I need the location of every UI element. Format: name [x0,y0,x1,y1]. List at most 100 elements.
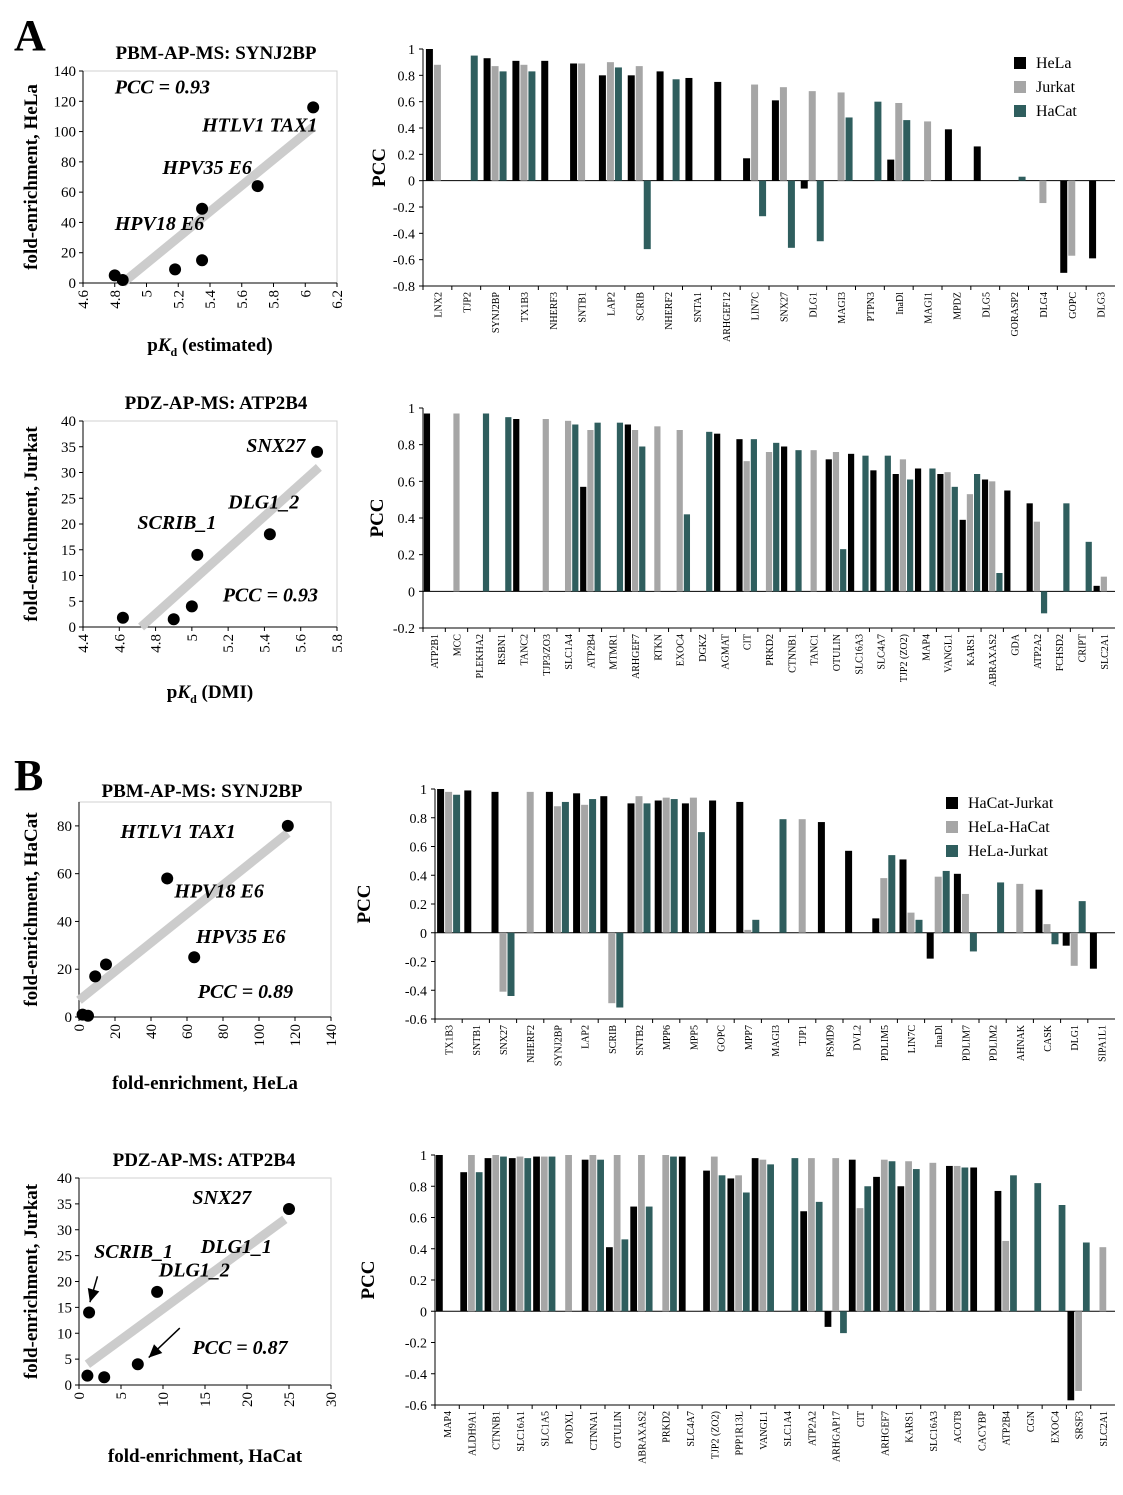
bar-hacat [862,455,869,592]
x-tick-label: 120 [288,1024,304,1047]
bar-hacat-jurkat [800,1211,808,1312]
bar-hacat-jurkat [508,1158,516,1312]
y-tick-label: 30 [61,466,76,482]
data-point [311,445,324,458]
category-label: TANC2 [519,634,530,665]
bar-hacat-jurkat [736,801,744,933]
bar-hela-jurkat [791,1158,799,1312]
bar-hela-hacat [526,791,534,933]
category-label: AGMAT [720,634,731,670]
y-tick-label: 0.4 [398,512,416,527]
category-label: CTNNB1 [492,1411,503,1450]
bar-hacat [1085,541,1092,592]
annotation-arrow-head [87,1288,100,1303]
bar-hacat-jurkat [824,1311,832,1327]
panel-label-b: B [14,751,43,800]
y-tick-label: 30 [57,1223,72,1239]
category-label: TX1B3 [445,1025,456,1055]
category-label: TJP2 (ZO2) [899,634,910,682]
bar-hacat [639,446,646,592]
bar-hela [425,49,433,181]
bar-jurkat [433,64,441,181]
category-label: VANGL1 [944,634,955,673]
legend-label: Jurkat [1036,79,1076,96]
category-label: ARHGEF7 [631,634,642,679]
y-tick-label: 140 [54,64,77,80]
bar-hacat [594,422,601,592]
bar-hela-jurkat [815,1201,823,1312]
y-tick-label: 1 [408,43,415,58]
y-tick-label: 25 [61,491,76,507]
data-point [116,611,129,624]
bar-hacat-jurkat [899,859,907,933]
bar-hacat [470,55,478,181]
x-tick-label: 60 [180,1024,196,1039]
bar-hela [887,159,895,181]
bar-hela-jurkat [840,1311,847,1334]
category-label: SLC4A7 [686,1411,697,1447]
bar-jurkat [765,452,773,592]
category-label: CASK [1043,1024,1054,1051]
bar-jurkat [899,459,907,592]
annotation-label: HPV35 E6 [161,157,251,179]
bar-jurkat [989,481,996,592]
category-label: MAGI3 [771,1025,782,1057]
bar-hela-hacat [710,1156,718,1312]
annotation-label: PCC = 0.93 [114,77,210,99]
bar-hacat [773,442,780,592]
chart-title: PDZ-AP-MS: ATP2B4 [113,1150,296,1171]
data-point [188,951,201,964]
bar-hela-hacat [608,932,616,1004]
bar-hela-jurkat [752,919,760,933]
category-label: SLC2A1 [1099,1411,1110,1447]
data-point [100,958,112,971]
category-label: InaDl [895,292,906,315]
bar-hacat [499,71,507,181]
bar-hela-jurkat [670,799,678,933]
bar-hela-jurkat [779,819,787,933]
bar-hela-hacat [662,797,670,933]
y-tick-label: 40 [57,914,72,930]
x-tick-label: 20 [108,1024,124,1039]
bar-hela-hacat [589,1155,597,1312]
bar-hela-hacat [856,1208,864,1312]
bar-hacat-jurkat [464,790,472,933]
chart-title: PBM-AP-MS: SYNJ2BP [115,43,316,64]
y-tick-label: 1 [420,1149,427,1164]
legend-label: HeLa [1036,55,1072,72]
y-tick-label: -0.4 [393,227,415,242]
bar-hacat-jurkat [703,1170,710,1312]
x-tick-label: 6 [298,290,314,298]
bar-jurkat [676,430,683,592]
bar-jurkat [587,430,594,592]
category-label: SNX27 [779,292,790,322]
bar-hacat [907,479,914,592]
y-tick-label: 15 [61,543,76,559]
bar-hela-jurkat [670,1156,677,1312]
bar-hacat-jurkat [751,1158,759,1312]
bar-hacat [874,101,882,181]
x-label-k: K [157,335,172,356]
bar-hela-jurkat [524,1158,532,1312]
y-tick-label: -0.8 [393,280,415,295]
bar-hacat [996,573,1003,592]
y-tick-label: -0.4 [405,984,427,999]
x-tick-label: 4.6 [76,290,92,309]
annotation-label: HPV18 E6 [173,881,263,903]
bar-hela-jurkat [1078,901,1086,933]
category-label: ATP2B1 [430,634,441,668]
bar-hela-jurkat [888,1161,896,1312]
legend-swatch [946,845,958,857]
bar-hacat-jurkat [848,1159,856,1312]
bar-hela [736,439,743,592]
category-label: SNTB1 [472,1025,483,1056]
bar-hacat-jurkat [491,791,499,933]
bar-jurkat [606,62,614,181]
category-label: EXOC4 [1050,1411,1061,1443]
category-label: GDA [1011,633,1022,655]
category-label: PSMD9 [825,1025,836,1057]
bar-hacat-jurkat [1067,1311,1075,1401]
y-tick-label: 5 [65,1352,73,1368]
category-label: CACYBP [977,1411,988,1451]
bar-hacat-jurkat [946,1165,953,1312]
